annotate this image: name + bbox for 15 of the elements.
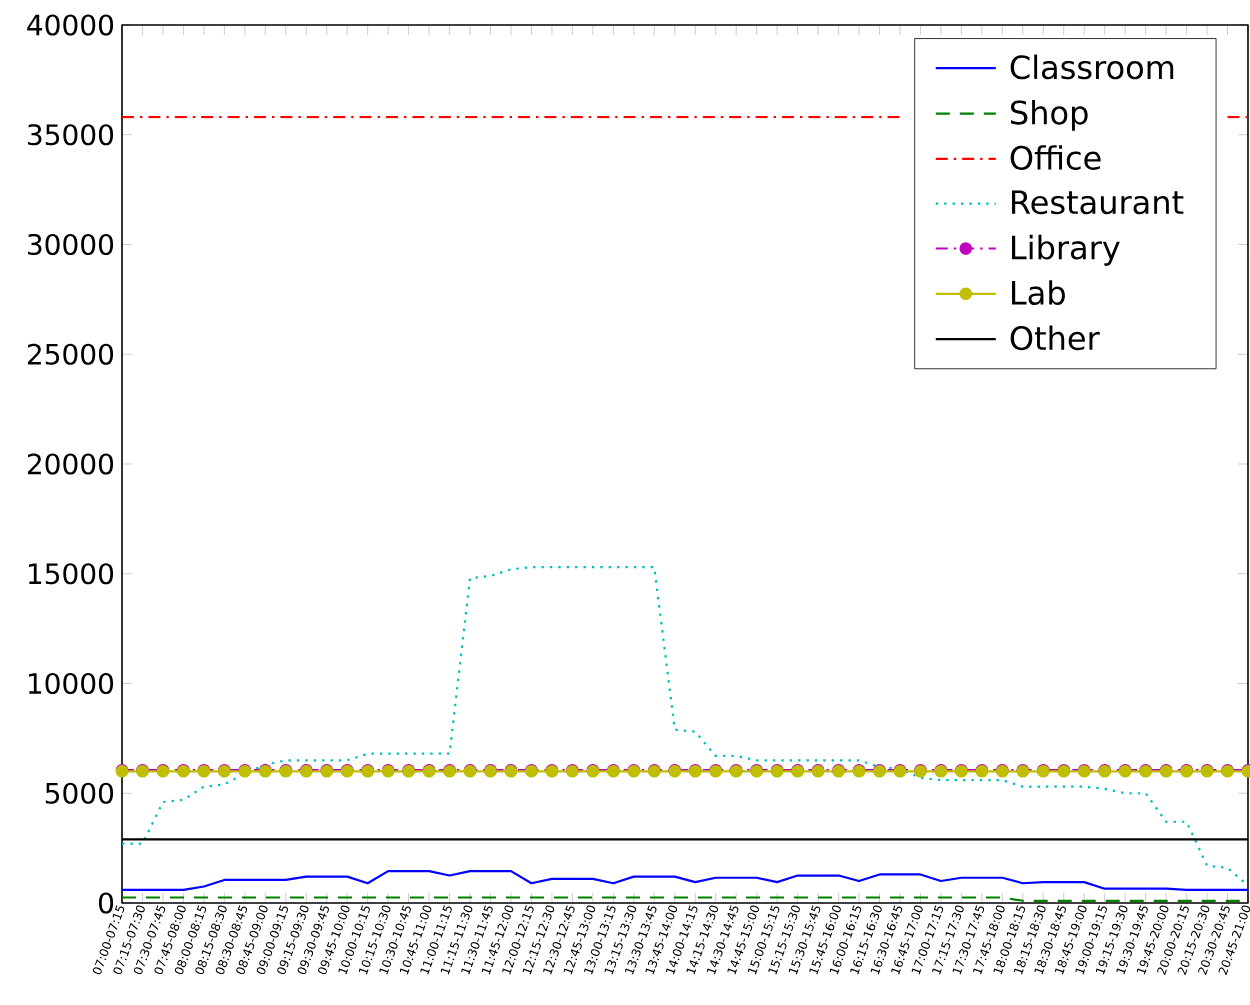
y-tick-label: 30000 xyxy=(27,233,114,256)
y-tick-label: 5000 xyxy=(45,782,114,804)
legend-label: Other xyxy=(1010,325,1100,351)
legend-label: Shop xyxy=(1010,99,1088,131)
legend-label: Lab xyxy=(1012,280,1065,305)
legend-label: Office xyxy=(1010,145,1101,170)
legend-label: Classroom xyxy=(1010,54,1174,80)
y-tick-label: 35000 xyxy=(27,124,114,146)
legend-label: Library xyxy=(1012,234,1120,266)
y-tick-label: 15000 xyxy=(28,563,114,585)
legend-label: Restaurant xyxy=(1012,190,1184,215)
y-tick-label: 40000 xyxy=(27,14,114,36)
y-tick-label: 25000 xyxy=(27,343,114,365)
y-tick-label: 20000 xyxy=(27,453,114,475)
y-tick-label: 10000 xyxy=(28,672,114,695)
